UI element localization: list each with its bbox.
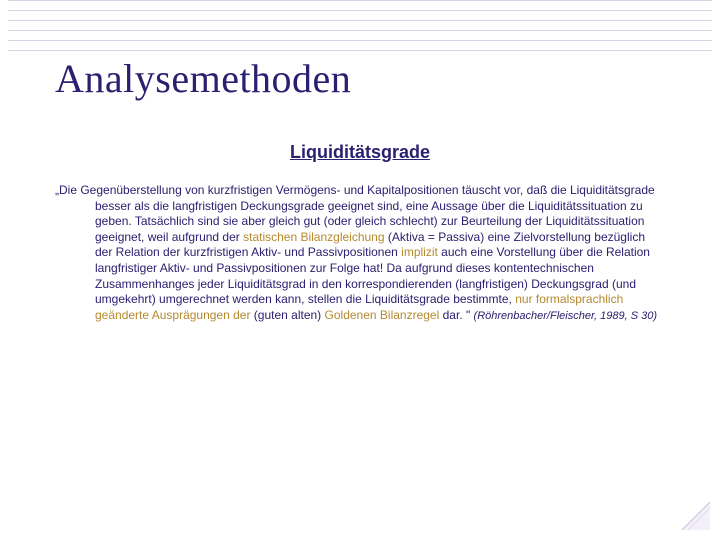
- body-mid3: (guten alten): [250, 308, 324, 322]
- slide: Analysemethoden Liquiditätsgrade „Die Ge…: [0, 0, 720, 540]
- page-title: Analysemethoden: [55, 55, 665, 102]
- body-post: dar. ": [439, 308, 473, 322]
- highlight-2: implizit: [401, 245, 438, 259]
- highlight-4: Goldenen Bilanzregel: [325, 308, 440, 322]
- section-subtitle: Liquiditätsgrade: [55, 142, 665, 163]
- highlight-1: statischen Bilanzgleichung: [243, 230, 384, 244]
- body-paragraph: „Die Gegenüberstellung von kurzfristigen…: [55, 183, 665, 323]
- corner-pagecurl-icon: [682, 502, 710, 530]
- ruled-lines: [0, 0, 720, 56]
- citation: (Röhrenbacher/Fleischer, 1989, S 30): [474, 310, 657, 322]
- body-wrap: „Die Gegenüberstellung von kurzfristigen…: [55, 183, 665, 323]
